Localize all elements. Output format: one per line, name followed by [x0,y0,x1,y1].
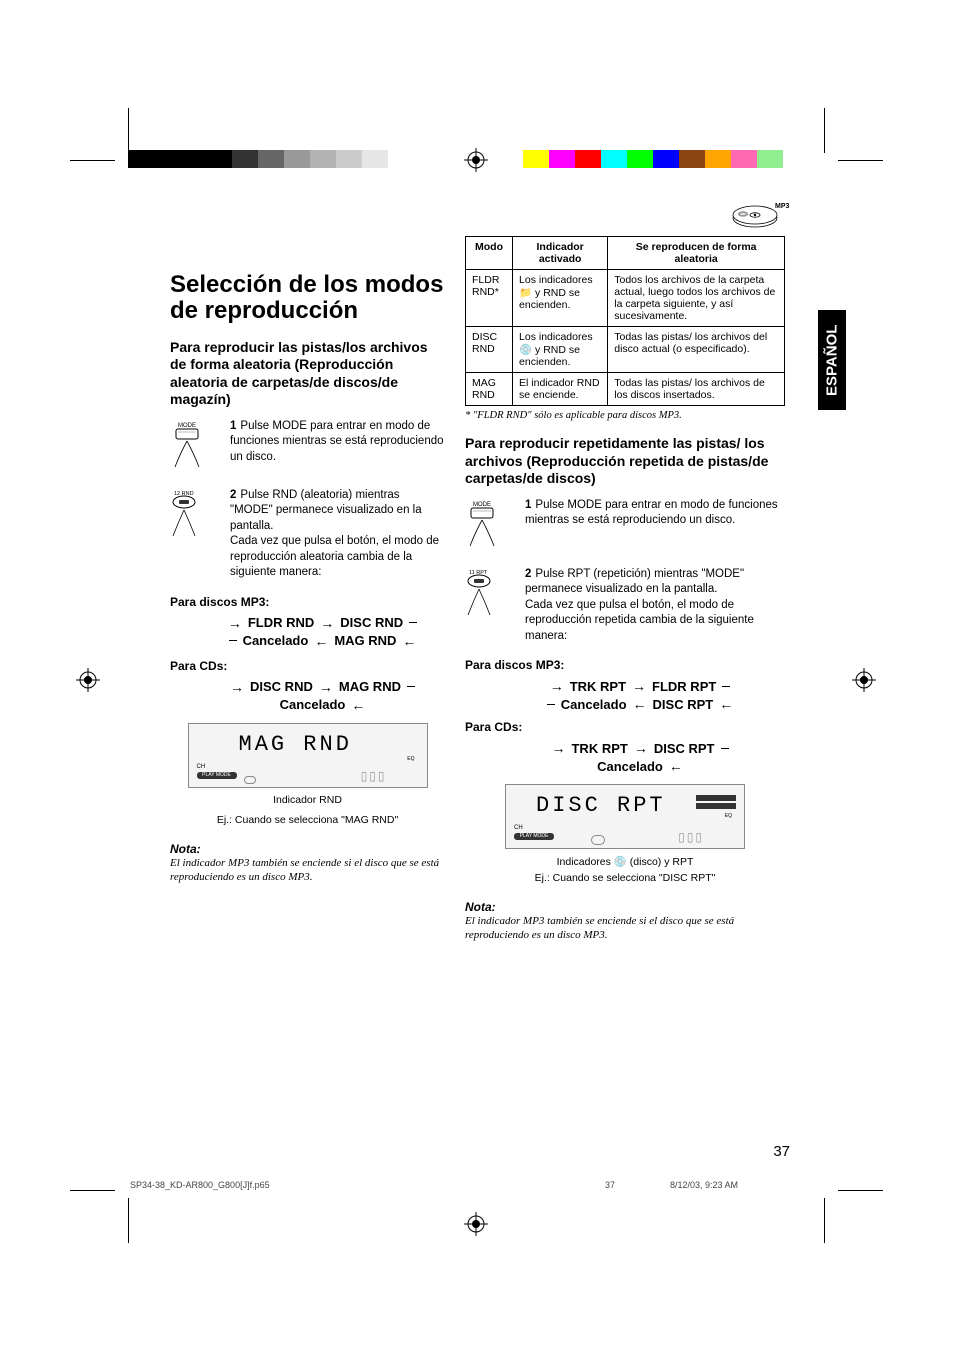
table-cell: Los indicadores 💿 y RND se encienden. [513,327,608,373]
section-heading-random: Para reproducir las pistas/los archivos … [170,339,445,409]
svg-text:MODE: MODE [473,502,491,508]
note-label: Nota: [170,842,445,856]
mode-button-icon: MODE [170,419,230,474]
left-column: Selección de los modos de reproducción P… [170,236,445,884]
cd-flow-right: →TRK RPT→DISC RPT Cancelado← [495,740,785,774]
registration-mark-icon [464,1212,488,1236]
step-1: MODE 1Pulse MODE para entrar en modo de … [170,419,445,474]
right-column: Modo Indicador activado Se reproducen de… [465,236,785,943]
print-footer: SP34-38_KD-AR800_G800[J]f.p65 37 8/12/03… [130,1180,850,1190]
lcd-main-text-right: DISC RPT [536,793,666,818]
svg-text:MODE: MODE [178,423,196,429]
page-number: 37 [773,1143,790,1160]
main-title: Selección de los modos de reproducción [170,272,450,325]
lcd-caption-1-right: Indicadores 💿 (disco) y RPT [465,855,785,868]
table-cell: FLDR RND* [466,270,513,327]
language-tab: ESPAÑOL [818,310,846,410]
mode-button-icon: MODE [465,498,525,553]
lcd-caption-2-right: Ej.: Cuando se selecciona "DISC RPT" [465,872,785,884]
step-2: 12 RND 2Pulse RND (aleatoria) mientras "… [170,488,445,581]
table-cell: Todas las pistas/ los archivos de los di… [608,373,785,406]
step-1-text: 1Pulse MODE para entrar en modo de funci… [525,498,785,529]
mp3-label: Para discos MP3: [170,595,445,609]
table-cell: El indicador RND se enciende. [513,373,608,406]
step-2-text: 2Pulse RPT (repetición) mientras "MODE" … [525,567,785,645]
registration-mark-icon [852,668,876,692]
step-1-text: 1Pulse MODE para entrar en modo de funci… [230,419,445,466]
table-cell: DISC RND [466,327,513,373]
rpt-button-icon: 11 RPT [465,567,525,622]
step-2-text: 2Pulse RND (aleatoria) mientras "MODE" p… [230,488,445,581]
table-header: Modo [466,237,513,270]
table-cell: Todos los archivos de la carpeta actual,… [608,270,785,327]
mp3-disc-icon: MP3 [725,200,790,230]
mp3-badge-text: MP3 [775,203,790,210]
mode-table: Modo Indicador activado Se reproducen de… [465,236,785,406]
lcd-display: MAG RND CH PLAY MODE EQ ▯▯▯ [188,723,428,788]
registration-mark-icon [464,148,488,172]
cd-flow-diagram: →DISC RND→MAG RND Cancelado← [200,679,445,713]
mp3-label-right: Para discos MP3: [465,658,785,672]
section-heading-repeat: Para reproducir repetidamente las pistas… [465,435,785,488]
table-cell: Los indicadores 📁 y RND se encienden. [513,270,608,327]
step-2-right: 11 RPT 2Pulse RPT (repetición) mientras … [465,567,785,645]
table-header: Indicador activado [513,237,608,270]
cd-label: Para CDs: [170,659,445,673]
registration-mark-icon [76,668,100,692]
print-color-bar-right [523,150,783,168]
lcd-main-text: MAG RND [239,732,352,757]
mp3-flow-right: →TRK RPT→FLDR RPT Cancelado←DISC RPT← [495,678,785,712]
table-header: Se reproducen de forma aleatoria [608,237,785,270]
table-footnote: * "FLDR RND" sólo es aplicable para disc… [465,410,785,421]
table-cell: Todas las pistas/ los archivos del disco… [608,327,785,373]
page-content: MP3 ESPAÑOL Selección de los modos de re… [170,200,790,1160]
table-cell: MAG RND [466,373,513,406]
note-text: El indicador MP3 también se enciende si … [170,856,445,885]
print-color-bar-left [128,150,388,168]
lcd-display-right: DISC RPT CH PLAY MODE EQ ▯▯▯ [505,784,745,849]
rnd-button-icon: 12 RND [170,488,230,543]
cd-label-right: Para CDs: [465,720,785,734]
mp3-flow-diagram: →FLDR RND→DISC RND Cancelado←MAG RND← [200,615,445,649]
lcd-caption-2: Ej.: Cuando se selecciona "MAG RND" [170,814,445,826]
note-text-right: El indicador MP3 también se enciende si … [465,914,785,943]
step-1-right: MODE 1Pulse MODE para entrar en modo de … [465,498,785,553]
note-label-right: Nota: [465,900,785,914]
lcd-caption-1: Indicador RND [170,794,445,806]
